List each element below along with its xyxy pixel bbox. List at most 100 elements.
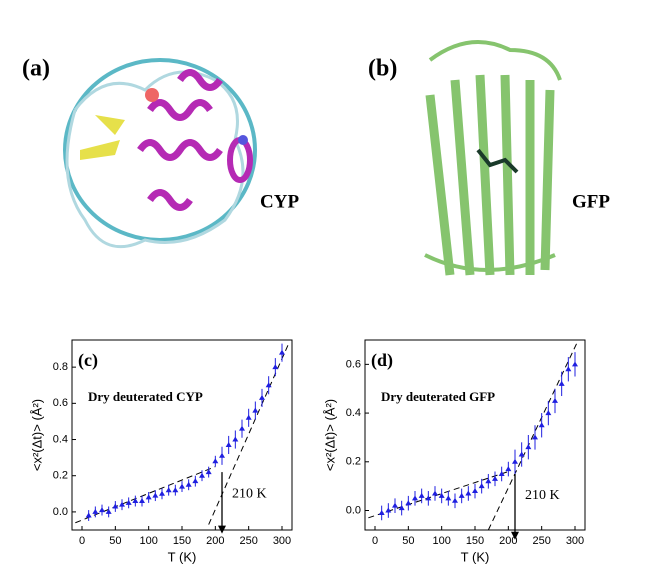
point bbox=[438, 492, 445, 498]
protein-label: CYP bbox=[260, 191, 299, 212]
fit-line bbox=[487, 339, 579, 531]
x-tick-label: 250 bbox=[532, 535, 550, 547]
point bbox=[385, 507, 392, 513]
point bbox=[565, 366, 572, 372]
cyp-structure bbox=[63, 58, 257, 249]
point bbox=[125, 499, 132, 505]
point bbox=[232, 436, 239, 442]
x-tick-label: 50 bbox=[109, 535, 121, 547]
arrow-head bbox=[511, 531, 519, 540]
point bbox=[132, 498, 139, 504]
protein-label: GFP bbox=[572, 191, 610, 212]
point bbox=[279, 349, 285, 355]
panel-label: (b) bbox=[368, 56, 397, 82]
point bbox=[265, 382, 272, 388]
plot-frame bbox=[71, 339, 293, 531]
point bbox=[199, 472, 205, 478]
annotation: Dry deuterated GFP bbox=[381, 389, 495, 404]
marker-label: 210 K bbox=[525, 488, 560, 503]
point bbox=[272, 364, 279, 370]
panel-label: (a) bbox=[22, 56, 50, 82]
y-tick-label: 0.6 bbox=[53, 397, 68, 409]
point bbox=[405, 500, 412, 506]
point bbox=[159, 490, 165, 496]
point bbox=[172, 487, 179, 493]
x-tick-label: 50 bbox=[402, 535, 414, 547]
point bbox=[192, 478, 199, 484]
y-tick-label: 0.0 bbox=[53, 506, 68, 518]
point bbox=[572, 361, 578, 367]
point bbox=[538, 422, 545, 428]
y-axis-label: <x²(Δt)> (Å²) bbox=[322, 399, 337, 471]
point bbox=[219, 452, 225, 458]
point bbox=[432, 490, 438, 496]
point bbox=[392, 502, 398, 508]
point bbox=[458, 492, 465, 498]
point bbox=[225, 441, 232, 447]
point bbox=[119, 501, 125, 507]
point bbox=[445, 495, 452, 501]
panel-label: (c) bbox=[78, 350, 98, 371]
point bbox=[99, 507, 105, 513]
point bbox=[545, 410, 552, 416]
point bbox=[425, 495, 432, 501]
point bbox=[139, 498, 145, 504]
point bbox=[252, 407, 259, 413]
y-tick-label: 0.4 bbox=[346, 407, 361, 419]
point bbox=[152, 492, 159, 498]
point bbox=[452, 497, 458, 503]
point bbox=[85, 512, 92, 518]
point bbox=[532, 434, 538, 440]
y-tick-label: 0.2 bbox=[53, 470, 68, 482]
point bbox=[378, 509, 385, 515]
x-tick-label: 0 bbox=[372, 535, 378, 547]
x-tick-label: 200 bbox=[499, 535, 517, 547]
x-tick-label: 0 bbox=[79, 535, 85, 547]
x-tick-label: 100 bbox=[432, 535, 450, 547]
y-axis-label: <x²(Δt)> (Å²) bbox=[29, 399, 44, 471]
point bbox=[412, 495, 418, 501]
point bbox=[179, 483, 185, 489]
x-axis-label: T (K) bbox=[168, 549, 197, 564]
point bbox=[472, 488, 478, 494]
point bbox=[558, 380, 565, 386]
point bbox=[498, 470, 505, 476]
annotation: Dry deuterated CYP bbox=[88, 389, 203, 404]
marker-label: 210 K bbox=[232, 486, 267, 501]
x-tick-label: 100 bbox=[139, 535, 157, 547]
x-tick-label: 150 bbox=[173, 535, 191, 547]
x-tick-label: 150 bbox=[466, 535, 484, 547]
point bbox=[518, 451, 525, 457]
point bbox=[239, 425, 245, 431]
x-tick-label: 300 bbox=[566, 535, 584, 547]
point bbox=[92, 508, 99, 514]
point bbox=[105, 508, 112, 514]
x-tick-label: 200 bbox=[206, 535, 224, 547]
point bbox=[485, 478, 492, 484]
point bbox=[505, 466, 512, 472]
point bbox=[165, 487, 172, 493]
y-tick-label: 0.6 bbox=[346, 358, 361, 370]
point bbox=[185, 481, 192, 487]
point bbox=[465, 490, 472, 496]
x-tick-label: 250 bbox=[239, 535, 257, 547]
point bbox=[398, 505, 405, 511]
point bbox=[112, 503, 119, 509]
point bbox=[478, 483, 485, 489]
point bbox=[418, 492, 425, 498]
x-tick-label: 300 bbox=[273, 535, 291, 547]
point bbox=[205, 469, 212, 475]
y-tick-label: 0.0 bbox=[346, 504, 361, 516]
y-tick-label: 0.2 bbox=[346, 456, 361, 468]
y-tick-label: 0.8 bbox=[53, 361, 68, 373]
arrow-head bbox=[218, 525, 226, 534]
fit-line bbox=[75, 466, 216, 524]
point bbox=[492, 475, 498, 481]
y-tick-label: 0.4 bbox=[53, 433, 68, 445]
point bbox=[212, 458, 219, 464]
panel-label: (d) bbox=[371, 350, 393, 371]
x-axis-label: T (K) bbox=[461, 549, 490, 564]
point bbox=[145, 494, 152, 500]
fit-line bbox=[368, 471, 509, 519]
